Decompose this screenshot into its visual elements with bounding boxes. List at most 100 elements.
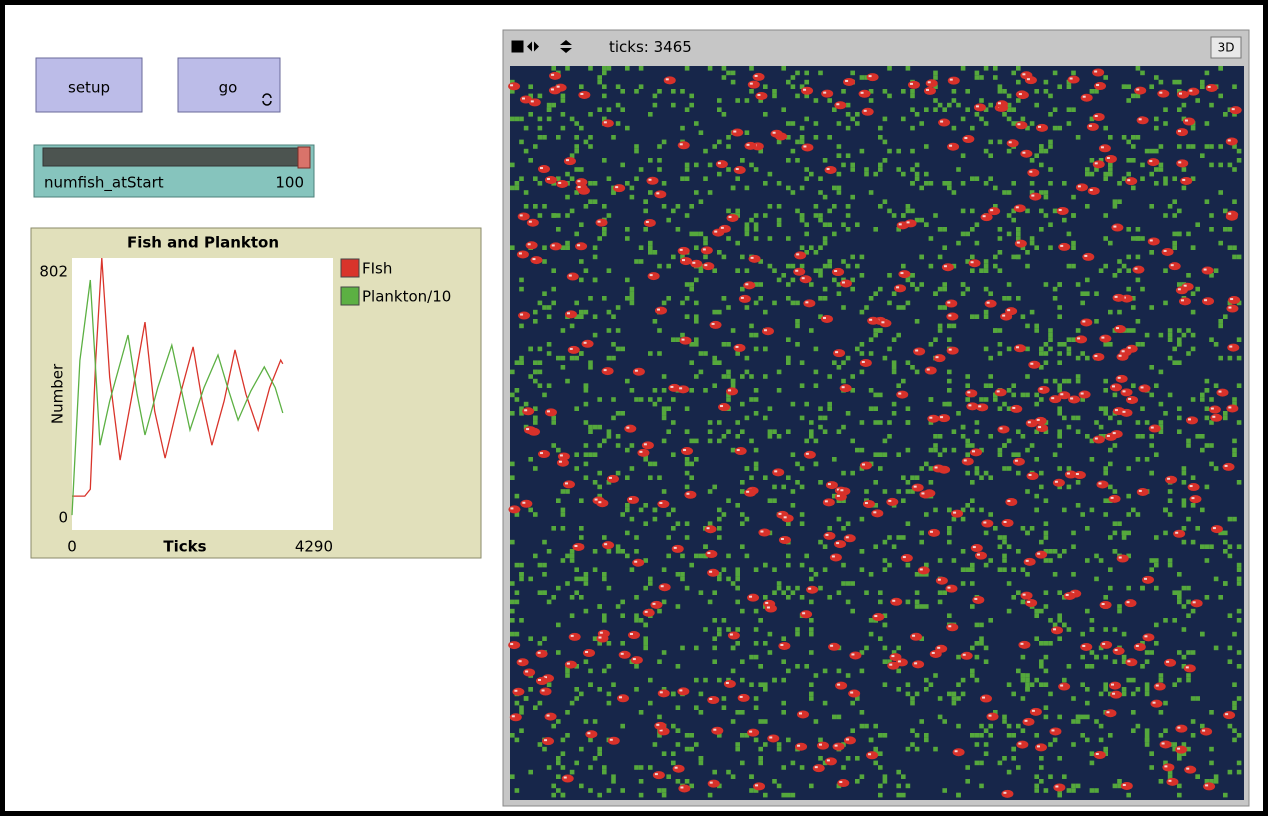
fish-eye [760,531,763,533]
plankton [1044,669,1049,674]
fish [1094,82,1106,90]
plankton [551,213,556,218]
button-label[interactable]: setup [68,79,110,97]
plankton [777,222,782,227]
plankton [1126,227,1131,232]
plankton [965,503,970,508]
plankton [528,112,533,117]
plankton [1090,457,1095,462]
plankton [979,784,984,789]
plankton [1237,480,1242,485]
plankton [735,209,740,214]
fish-eye [1119,355,1122,357]
plankton [1034,788,1039,793]
plankton [878,167,883,172]
plankton [574,452,579,457]
fish-eye [1007,500,1010,502]
fish [872,613,884,621]
3d-button-label[interactable]: 3D [1218,41,1235,55]
fish-eye [1188,418,1191,420]
plankton [1030,241,1035,246]
fish-eye [825,500,828,502]
plankton [1205,558,1210,563]
fish-eye [1186,768,1189,770]
fish [879,319,891,327]
plankton [1159,333,1164,338]
plankton [745,370,750,375]
plankton [1039,779,1044,784]
fish [981,519,993,527]
plankton [878,204,883,209]
slider-track[interactable] [43,148,309,166]
plankton [547,107,552,112]
plankton [1044,788,1049,793]
fish [1226,211,1238,219]
plankton [574,167,579,172]
fish [976,403,988,411]
y-tick-label: 802 [39,263,68,281]
plankton [970,227,975,232]
fish-eye [903,556,906,558]
plankton [919,186,924,191]
plankton [1071,788,1076,793]
plankton [855,779,860,784]
plankton [1016,98,1021,103]
plankton [1025,531,1030,536]
plankton [1007,770,1012,775]
fish [1092,353,1104,361]
plankton [574,232,579,237]
plankton [731,774,736,779]
plankton [1218,241,1223,246]
plankton [1131,305,1136,310]
plankton [551,287,556,292]
fish [866,751,878,759]
plankton [878,636,883,641]
plankton [685,429,690,434]
plankton [533,370,538,375]
plankton [1011,733,1016,738]
plankton [1044,590,1049,595]
plankton [837,291,842,296]
fish [1177,91,1189,99]
plankton [1172,176,1177,181]
plankton [772,567,777,572]
plankton [818,268,823,273]
button-label[interactable]: go [219,79,238,97]
plankton [896,793,901,798]
setup-button[interactable]: setup [36,58,142,112]
fish [1134,87,1146,95]
fish-eye [1089,125,1092,127]
fish-eye [1185,120,1188,122]
plankton [1071,241,1076,246]
plankton [653,250,658,255]
plankton [878,287,883,292]
slider-handle[interactable] [298,147,310,168]
slider[interactable]: numfish_atStart 100 [34,145,314,197]
plankton [551,793,556,798]
plankton [956,724,961,729]
plankton [1103,75,1108,80]
plankton [722,618,727,623]
plankton [855,448,860,453]
plankton [556,788,561,793]
go-button[interactable]: go [178,58,280,112]
plankton [570,701,575,706]
zoom-icon[interactable] [512,41,523,52]
fish-eye [729,216,732,218]
plankton [878,393,883,398]
plankton [1177,590,1182,595]
fish [524,426,536,434]
fish [1191,599,1203,607]
plankton [800,135,805,140]
fish-eye [1184,285,1187,287]
plankton [579,351,584,356]
3d-button[interactable]: 3D [1211,37,1241,58]
fish [1099,144,1111,152]
plankton [915,112,920,117]
fish [948,77,960,85]
plankton [510,163,515,168]
plankton [988,475,993,480]
plankton [786,554,791,559]
plankton [1103,595,1108,600]
plankton [772,590,777,595]
